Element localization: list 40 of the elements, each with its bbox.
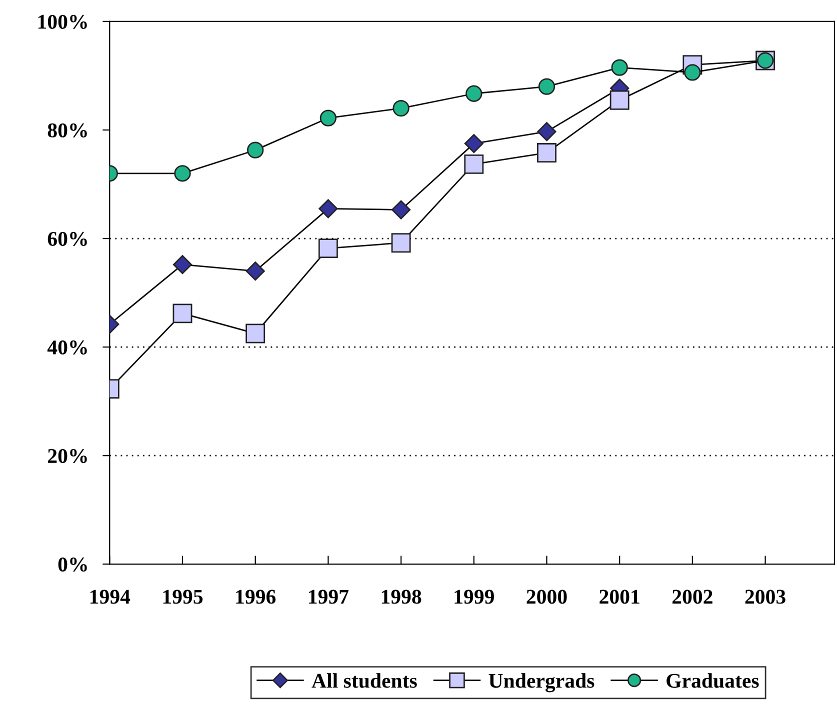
- x-tick-label: 2002: [672, 590, 712, 604]
- point: [392, 100, 410, 117]
- legend-label: Graduates: [666, 673, 759, 688]
- point: [537, 143, 556, 162]
- x-tick-label: 2000: [526, 590, 567, 604]
- point: [246, 324, 266, 344]
- point: [247, 142, 264, 158]
- x-tick-label: 1996: [236, 590, 276, 604]
- x-tick-label: 2003: [745, 590, 786, 604]
- point: [464, 154, 484, 174]
- y-tick-label: 60%: [48, 232, 87, 246]
- x-tick-label: 1998: [382, 590, 422, 604]
- point: [537, 122, 556, 142]
- point: [172, 304, 192, 324]
- point: [318, 238, 338, 258]
- x-tick-label: 1997: [309, 590, 349, 604]
- y-tick-label: 80%: [48, 123, 87, 138]
- x-tick-label: 2001: [600, 590, 640, 604]
- point: [538, 78, 556, 95]
- point: [684, 64, 701, 81]
- point: [611, 59, 628, 76]
- point: [174, 165, 191, 182]
- x-tick-label: 1995: [163, 590, 203, 604]
- point: [172, 255, 192, 274]
- point: [318, 199, 338, 218]
- point: [466, 85, 482, 102]
- point: [391, 233, 411, 253]
- y-tick-label: 100%: [38, 14, 87, 29]
- x-tick-label: 1999: [454, 590, 494, 604]
- point: [610, 90, 630, 110]
- legend-label: All students: [312, 673, 417, 688]
- y-tick-label: 0%: [58, 558, 87, 572]
- x-tick-label: 1994: [90, 590, 130, 604]
- y-tick-label: 40%: [47, 340, 87, 355]
- point: [392, 200, 411, 220]
- point: [464, 134, 484, 154]
- y-tick-label: 20%: [48, 448, 87, 464]
- point: [246, 262, 265, 281]
- legend-label: Undergrads: [488, 673, 594, 692]
- point: [320, 110, 337, 126]
